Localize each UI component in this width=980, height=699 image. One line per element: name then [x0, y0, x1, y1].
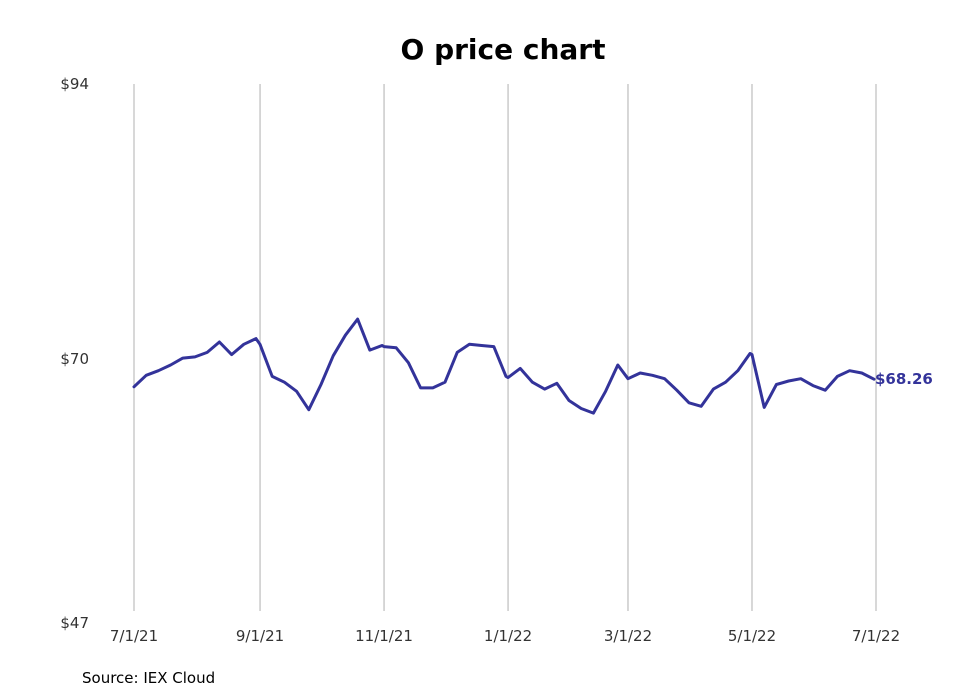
chart-title: O price chart — [401, 33, 606, 66]
x-tick-label: 3/1/22 — [604, 627, 652, 645]
x-tick-label: 9/1/21 — [236, 627, 284, 645]
x-tick-label: 5/1/22 — [728, 627, 776, 645]
y-tick-label: $94 — [60, 75, 89, 93]
last-price-label: $68.26 — [875, 370, 933, 388]
vertical-grid — [133, 84, 877, 611]
x-tick-label: 11/1/21 — [355, 627, 413, 645]
y-tick-label: $70 — [60, 350, 89, 368]
x-tick-label: 1/1/22 — [484, 627, 532, 645]
y-axis-tick-labels: $47 $70 $94 — [60, 75, 89, 632]
price-line — [132, 317, 876, 415]
x-axis-tick-labels: 7/1/21 9/1/21 11/1/21 1/1/22 3/1/22 5/1/22 7/1… — [110, 627, 900, 645]
x-tick-label: 7/1/21 — [110, 627, 158, 645]
source-label: Source: IEX Cloud — [82, 669, 215, 687]
y-tick-label: $47 — [60, 614, 89, 632]
x-tick-label: 7/1/22 — [852, 627, 900, 645]
